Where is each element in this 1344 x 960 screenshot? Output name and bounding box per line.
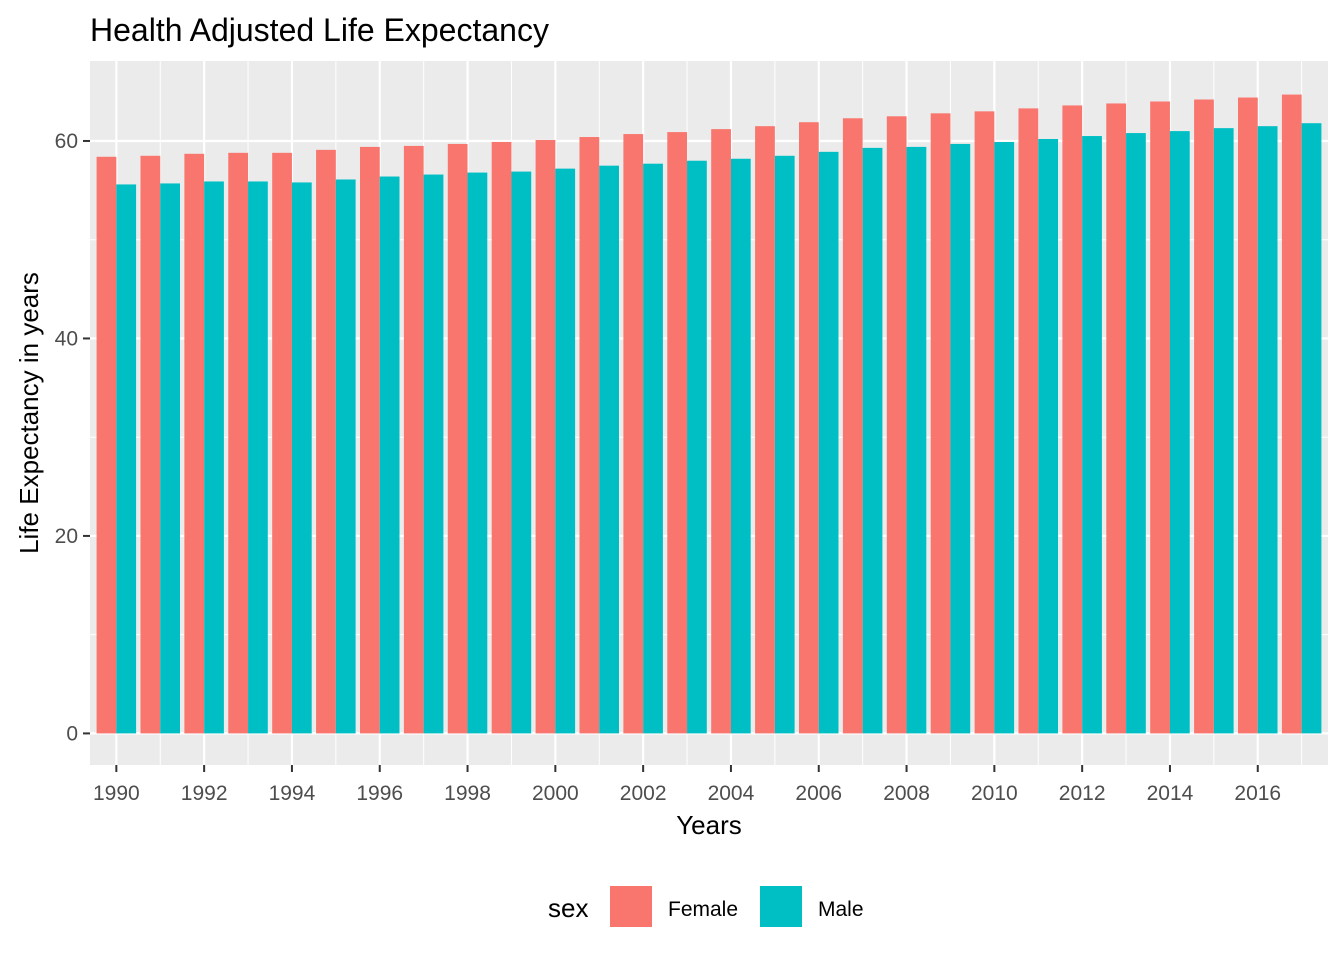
bar-female [228,152,249,734]
bar-female [579,137,600,734]
bar-female [403,145,424,734]
x-tick-label: 2010 [971,782,1018,805]
bar-male [467,172,488,734]
bar-male [818,151,839,734]
bar-male [643,163,663,734]
y-axis-title: Life Expectancy in years [14,272,44,554]
legend-title: sex [548,893,588,923]
bar-female [447,143,468,734]
bar-male [994,141,1015,734]
bar-female [623,134,644,734]
y-tick-label: 40 [55,327,78,350]
x-tick-label: 1992 [181,782,228,805]
x-tick-label: 2008 [883,782,930,805]
x-tick-label: 1996 [356,782,403,805]
bar-male [1301,123,1322,734]
bar-female [272,152,292,734]
y-tick-label: 0 [66,722,78,745]
bar-female [316,149,336,734]
legend-key-female [610,886,652,927]
x-axis: 1990 1992 1994 1996 1998 2000 2002 2004 2006 2008… [93,765,1281,805]
bar-female [711,129,731,734]
bar-female [755,126,775,734]
x-tick-label: 2012 [1059,782,1106,805]
bar-male [1257,126,1278,734]
bar-male [116,184,137,734]
x-axis-title: Years [676,810,742,840]
legend-key-male [760,886,802,927]
bar-female [184,153,205,734]
bar-male [950,143,971,734]
bar-male [555,168,576,734]
y-tick-label: 20 [55,525,78,548]
x-tick-label: 2006 [795,782,842,805]
bar-male [248,181,268,734]
bar-male [862,147,883,734]
bar-male [1082,136,1102,734]
bar-male [511,171,532,734]
x-tick-label: 1990 [93,782,140,805]
bar-male [774,155,795,734]
x-tick-label: 1998 [444,782,491,805]
bar-female [842,118,863,734]
x-tick-label: 2004 [708,782,755,805]
bar-female [359,146,380,734]
bar-female [535,139,556,734]
chart-title: Health Adjusted Life Expectancy [90,12,549,48]
bar-male [687,160,707,734]
bar-male [599,165,620,734]
bar-female [798,122,819,734]
bar-female [974,111,995,734]
bar-female [1018,108,1039,734]
bar-male [1169,131,1190,734]
bar-male [730,158,751,734]
bar-male [204,181,224,734]
bar-female [667,132,688,734]
legend-label-female: Female [668,898,738,921]
bar-female [930,113,951,734]
x-tick-label: 2014 [1147,782,1194,805]
x-tick-label: 2002 [620,782,667,805]
bar-female [1281,94,1302,734]
x-tick-label: 2000 [532,782,579,805]
bar-male [1126,133,1146,734]
x-tick-label: 1994 [269,782,316,805]
bar-male [1038,139,1059,734]
bar-female [886,116,907,734]
bar-male [906,146,927,734]
bar-male [160,183,180,734]
legend-label-male: Male [818,898,864,921]
bars [96,94,1322,734]
bar-male [291,182,312,734]
bar-male [379,176,400,734]
y-tick-label: 60 [55,130,78,153]
bar-female [1062,105,1083,734]
bar-female [96,156,117,734]
bar-female [491,141,512,734]
bar-female [1106,103,1127,734]
bar-female [1238,97,1258,734]
bar-male [335,179,356,734]
bar-female [1150,101,1170,734]
bar-male [423,174,444,734]
legend: sex Female Male [548,886,864,927]
x-tick-label: 2016 [1234,782,1281,805]
bar-male [1213,128,1234,734]
bar-female [1194,99,1214,734]
bar-female [140,155,161,734]
y-axis: 0 20 40 60 [55,130,90,745]
